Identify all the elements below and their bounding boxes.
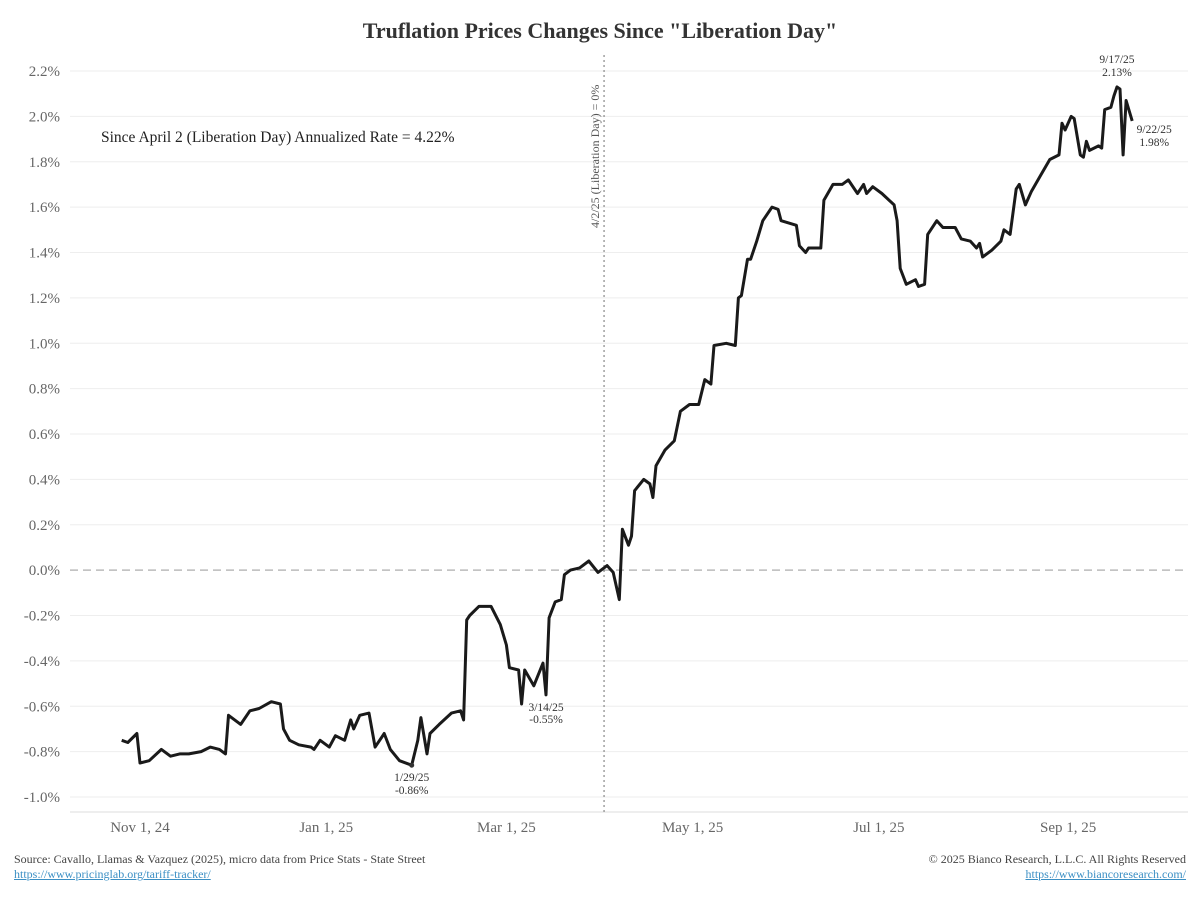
y-tick-label: 0.6% bbox=[29, 427, 60, 443]
series-line bbox=[121, 85, 1134, 767]
x-axis: Nov 1, 24 Jan 1, 25 Mar 1, 25 May 1, 25 Jul … bbox=[70, 811, 1188, 836]
copyright-text: © 2025 Bianco Research, L.L.C. All Right… bbox=[928, 852, 1186, 866]
y-tick-label: -0.2% bbox=[24, 609, 60, 625]
annotation-marker bbox=[409, 762, 415, 768]
annotation-date: 3/14/25 bbox=[528, 702, 563, 714]
y-tick-label: -0.4% bbox=[24, 654, 60, 670]
annotation-value: -0.55% bbox=[529, 714, 563, 726]
reference-lines: 4/2/25 (Liberation Day) = 0% bbox=[70, 55, 1188, 812]
y-axis: -1.0% -0.8% -0.6% -0.4% -0.2% 0.0% 0.2% 0.4% 0.6… bbox=[24, 64, 60, 806]
x-tick-label: Nov 1, 24 bbox=[110, 820, 170, 836]
y-tick-label: 0.4% bbox=[29, 472, 60, 488]
y-tick-label: 2.2% bbox=[29, 64, 60, 80]
annotation-date: 9/17/25 bbox=[1099, 54, 1134, 66]
annotation-value: 1.98% bbox=[1139, 137, 1169, 149]
y-tick-label: -1.0% bbox=[24, 790, 60, 806]
source-text: Source: Cavallo, Llamas & Vazquez (2025)… bbox=[14, 852, 426, 866]
y-tick-label: 0.0% bbox=[29, 563, 60, 579]
series bbox=[121, 85, 1134, 767]
y-tick-label: 0.2% bbox=[29, 518, 60, 534]
y-tick-label: 1.4% bbox=[29, 246, 60, 262]
y-tick-label: 0.8% bbox=[29, 382, 60, 398]
x-tick-label: Sep 1, 25 bbox=[1040, 820, 1096, 836]
y-tick-label: 1.2% bbox=[29, 291, 60, 307]
annotation-date: 9/22/25 bbox=[1137, 124, 1172, 136]
annotation-value: -0.86% bbox=[395, 785, 429, 797]
x-tick-label: Mar 1, 25 bbox=[477, 820, 536, 836]
annualized-rate-note: Since April 2 (Liberation Day) Annualize… bbox=[101, 129, 455, 146]
y-tick-label: -0.6% bbox=[24, 699, 60, 715]
liberation-day-label: 4/2/25 (Liberation Day) = 0% bbox=[588, 85, 602, 228]
copyright-link[interactable]: https://www.biancoresearch.com/ bbox=[1025, 867, 1186, 881]
y-tick-label: 1.6% bbox=[29, 200, 60, 216]
chart-title: Truflation Prices Changes Since "Liberat… bbox=[363, 18, 837, 43]
y-tick-label: 2.0% bbox=[29, 109, 60, 125]
footer-copyright: © 2025 Bianco Research, L.L.C. All Right… bbox=[929, 852, 1186, 882]
x-tick-label: Jul 1, 25 bbox=[853, 820, 904, 836]
x-tick-label: May 1, 25 bbox=[662, 820, 723, 836]
grid bbox=[70, 70, 1188, 798]
x-tick-label: Jan 1, 25 bbox=[299, 820, 353, 836]
footer-source: Source: Cavallo, Llamas & Vazquez (2025)… bbox=[14, 852, 425, 882]
y-tick-label: 1.0% bbox=[29, 336, 60, 352]
y-tick-label: 1.8% bbox=[29, 155, 60, 171]
annotation-date: 1/29/25 bbox=[394, 772, 429, 784]
y-tick-label: -0.8% bbox=[24, 745, 60, 761]
annotations: 1/29/25-0.86% 3/14/25-0.55% 9/17/252.13% 9/… bbox=[394, 54, 1172, 797]
source-link[interactable]: https://www.pricinglab.org/tariff-tracke… bbox=[14, 867, 211, 881]
annotation-value: 2.13% bbox=[1102, 67, 1132, 79]
